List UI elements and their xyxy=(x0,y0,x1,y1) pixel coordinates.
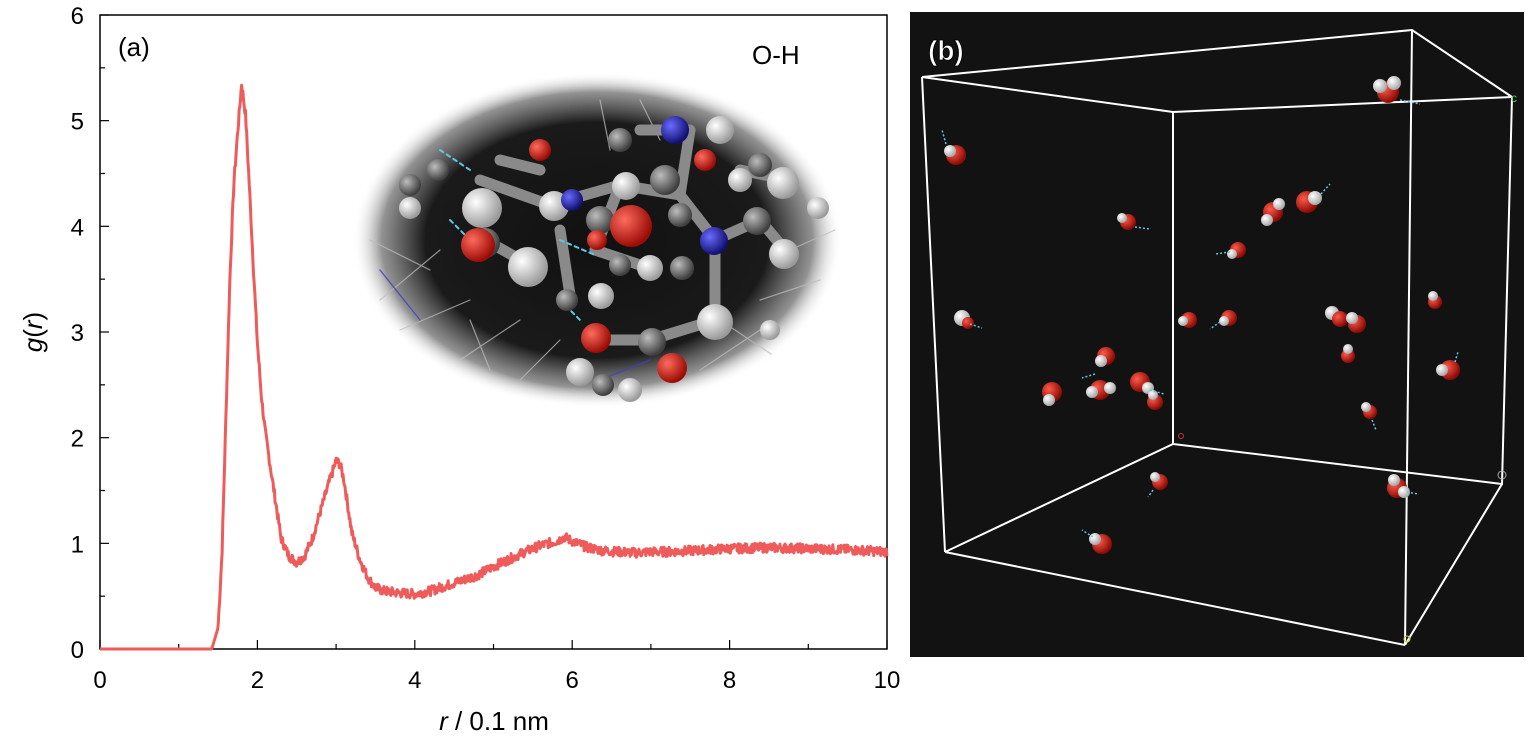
inset-atoms xyxy=(399,116,829,402)
axis-tick-labels: 0 2 4 6 8 10 0 1 2 3 4 5 6 xyxy=(71,3,901,694)
y-tick-label: 0 xyxy=(71,637,84,664)
water-molecules xyxy=(944,76,1460,554)
x-axis-label: r / 0.1 nm xyxy=(439,706,549,736)
water-molecule xyxy=(954,310,974,329)
y-tick-label: 5 xyxy=(71,109,84,136)
water-molecule xyxy=(1042,382,1062,406)
x-tick-label: 4 xyxy=(408,667,421,694)
y-tick-label: 6 xyxy=(71,3,84,30)
x-tick-label: 2 xyxy=(251,667,264,694)
y-tick-label: 1 xyxy=(71,531,84,558)
rdf-chart-svg: 0 2 4 6 8 10 0 1 2 3 4 5 6 (a) O-H r / 0.1 nm g(r) xyxy=(18,3,901,736)
panel-a-label: (a) xyxy=(118,32,150,62)
simulation-box-svg: (b) c xyxy=(921,28,1517,646)
oh-annotation: O-H xyxy=(752,40,800,70)
panel-b-label: (b) xyxy=(928,35,964,66)
water-molecule xyxy=(1373,76,1401,103)
water-molecule xyxy=(1387,474,1410,498)
simulation-cube xyxy=(921,28,1513,646)
origin-marker xyxy=(1497,470,1507,480)
y-tick-label: 4 xyxy=(71,214,84,241)
water-molecule xyxy=(1346,312,1366,333)
water-molecule xyxy=(1178,312,1197,328)
panel-b-simulation-box: (b) c xyxy=(910,12,1524,657)
water-molecule xyxy=(1117,213,1136,230)
hydrogen-bond-dashes xyxy=(941,99,1459,538)
axis-c-label: c xyxy=(1511,91,1517,105)
water-molecule xyxy=(1261,198,1285,226)
water-molecule xyxy=(1341,344,1355,363)
water-molecule xyxy=(944,145,966,165)
y-tick-label: 3 xyxy=(71,320,84,347)
water-molecule xyxy=(1150,472,1168,490)
water-molecule xyxy=(1147,390,1163,410)
water-molecule xyxy=(1296,191,1322,213)
y-axis-label: g(r) xyxy=(18,312,48,352)
water-molecule xyxy=(1361,402,1377,419)
inset-molecule-image xyxy=(352,72,842,408)
x-tick-label: 10 xyxy=(874,667,901,694)
axis-b-marker xyxy=(1403,635,1411,643)
y-tick-label: 2 xyxy=(71,426,84,453)
water-molecule xyxy=(1428,291,1442,309)
water-molecule xyxy=(1095,347,1115,367)
water-molecule xyxy=(1219,310,1237,326)
axis-a-marker xyxy=(1178,433,1184,439)
x-tick-label: 0 xyxy=(93,667,106,694)
x-tick-label: 8 xyxy=(723,667,736,694)
x-tick-label: 6 xyxy=(566,667,579,694)
rdf-series-line xyxy=(99,83,889,651)
water-molecule xyxy=(1086,380,1116,400)
water-molecule xyxy=(1227,242,1246,259)
panel-a-rdf-chart: 0 2 4 6 8 10 0 1 2 3 4 5 6 (a) O-H r / 0.1 nm g(r) xyxy=(18,3,901,736)
water-molecule xyxy=(1436,360,1460,380)
water-molecule xyxy=(1325,306,1348,327)
